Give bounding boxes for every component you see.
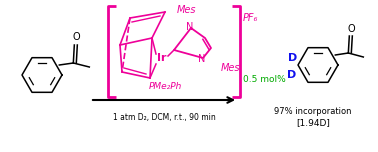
Text: D: D: [288, 53, 298, 63]
Text: 0.5 mol%: 0.5 mol%: [243, 74, 286, 83]
Text: O: O: [72, 32, 80, 42]
Text: D: D: [287, 70, 297, 80]
Text: 97% incorporation: 97% incorporation: [274, 107, 352, 116]
Text: PMe₂Ph: PMe₂Ph: [148, 82, 182, 91]
Text: Ir: Ir: [157, 53, 167, 63]
Text: [1.94D]: [1.94D]: [296, 118, 330, 127]
Text: Mes: Mes: [221, 63, 240, 73]
Text: 1 atm D₂, DCM, r.t., 90 min: 1 atm D₂, DCM, r.t., 90 min: [113, 113, 215, 122]
Text: O: O: [347, 24, 355, 34]
Text: Mes: Mes: [176, 5, 196, 15]
Text: N: N: [186, 22, 194, 32]
Text: PF₆: PF₆: [243, 13, 259, 23]
Text: N: N: [198, 54, 206, 64]
